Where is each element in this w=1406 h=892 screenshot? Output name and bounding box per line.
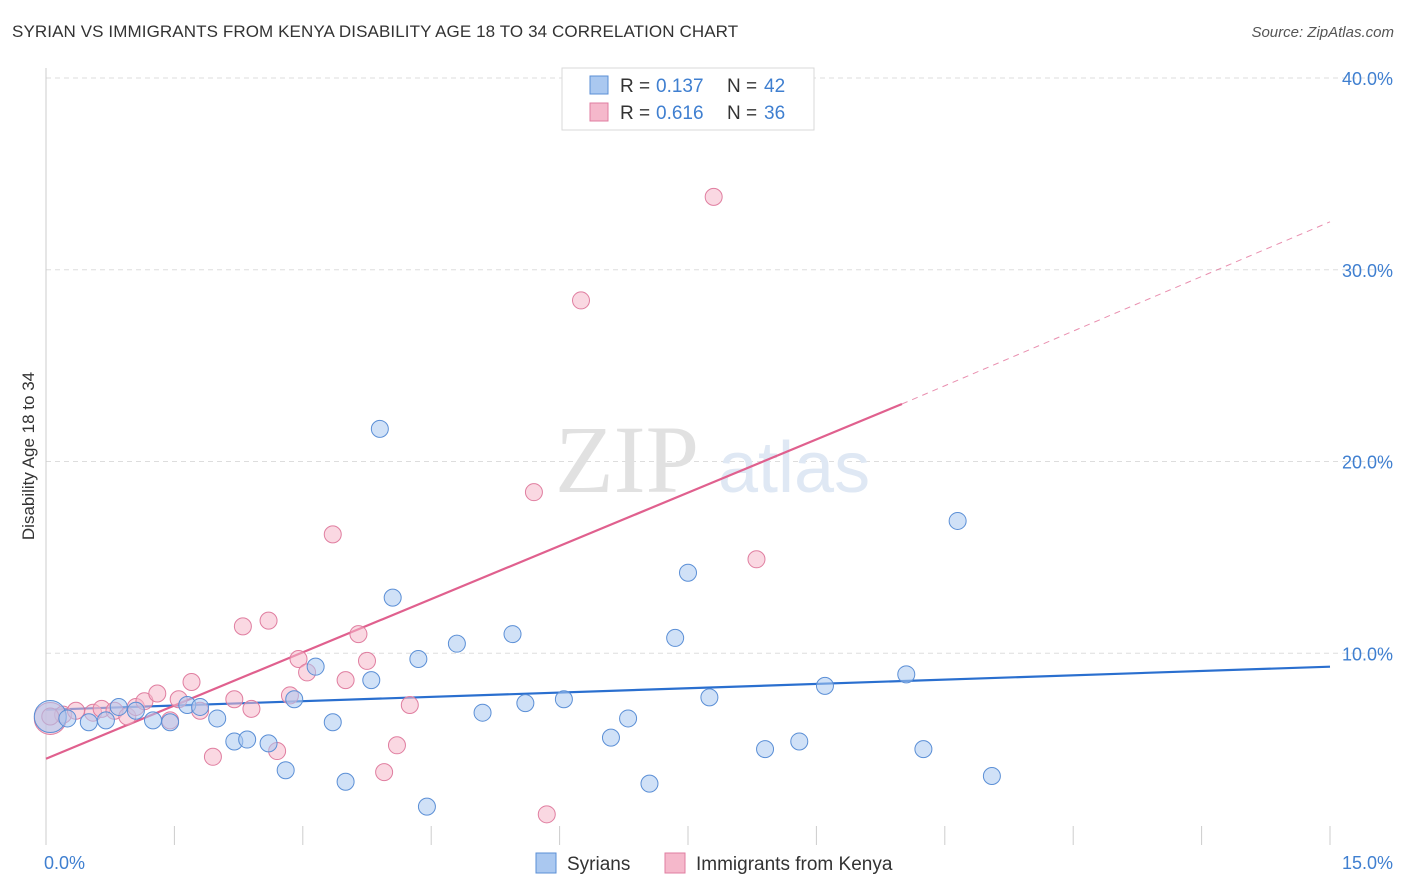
point-blue <box>756 740 775 759</box>
point-blue <box>58 709 77 728</box>
legend-n-value-syrians: 42 <box>764 76 785 97</box>
point-blue <box>679 563 697 582</box>
point-pink <box>225 690 244 709</box>
legend-n-label-syrians: N = <box>727 76 757 97</box>
point-blue <box>259 734 278 753</box>
point-blue <box>503 625 522 644</box>
point-blue <box>336 772 355 791</box>
point-pink <box>242 699 261 718</box>
point-blue <box>619 709 638 728</box>
x-tick-label: 0.0% <box>44 853 85 873</box>
point-pink <box>400 696 419 715</box>
y-tick-label: 20.0% <box>1342 453 1393 473</box>
axis-layer: 10.0% 20.0% 30.0% 40.0% 0.0% 15.0% <box>44 68 1393 873</box>
point-pink <box>289 650 308 669</box>
point-blue <box>370 419 389 438</box>
point-blue <box>276 761 295 780</box>
point-blue <box>306 657 325 676</box>
y-tick-label: 40.0% <box>1342 69 1393 89</box>
legend-box: R = 0.137 N = 42 R = 0.616 N = 36 <box>561 67 815 131</box>
point-blue <box>285 690 304 709</box>
legend-r-value-syrians: 0.137 <box>656 76 704 97</box>
point-blue <box>383 588 402 607</box>
point-pink <box>233 617 252 636</box>
point-blue <box>191 697 210 716</box>
y-tick-label: 30.0% <box>1342 261 1393 281</box>
point-pink <box>203 747 222 766</box>
bottom-legend-label-kenya: Immigrants from Kenya <box>696 854 893 875</box>
bottom-legend-label-syrians: Syrians <box>567 854 630 875</box>
point-blue <box>948 511 967 530</box>
point-blue <box>79 713 98 732</box>
point-pink <box>572 291 590 310</box>
legend-r-label-kenya: R = <box>620 103 650 124</box>
bottom-legend-swatch-kenya <box>664 852 686 874</box>
watermark-zip: ZIP <box>555 406 699 513</box>
grid-layer <box>46 77 1392 654</box>
point-pink <box>358 651 376 670</box>
point-pink <box>259 611 278 630</box>
source-label: Source: ZipAtlas.com <box>1251 24 1394 41</box>
point-blue <box>362 671 381 690</box>
y-tick-label: 10.0% <box>1342 644 1393 664</box>
point-blue <box>914 740 933 759</box>
point-blue <box>601 728 620 747</box>
point-blue <box>238 730 257 749</box>
point-pink <box>747 550 766 569</box>
points-layer <box>33 187 1001 824</box>
point-blue <box>554 690 573 709</box>
point-blue <box>96 711 115 730</box>
point-blue <box>516 694 535 713</box>
point-pink <box>387 736 406 755</box>
point-blue <box>126 701 145 720</box>
watermark: ZIP atlas <box>555 406 870 513</box>
point-pink <box>336 671 355 690</box>
legend-r-value-kenya: 0.616 <box>656 103 704 124</box>
legend-swatch-syrians <box>589 75 609 95</box>
y-axis-label: Disability Age 18 to 34 <box>19 372 38 540</box>
point-blue <box>815 676 834 695</box>
point-blue <box>447 634 466 653</box>
watermark-atlas: atlas <box>718 428 870 508</box>
point-pink <box>349 625 368 644</box>
legend-n-label-kenya: N = <box>727 103 757 124</box>
point-blue <box>700 688 719 707</box>
point-pink <box>704 187 723 206</box>
point-pink <box>148 684 167 703</box>
point-blue <box>109 697 128 716</box>
point-blue <box>409 650 428 669</box>
trend-line-blue <box>45 665 1331 711</box>
x-tick-label: 15.0% <box>1342 853 1393 873</box>
legend-r-label-syrians: R = <box>620 76 650 97</box>
point-blue <box>473 703 492 722</box>
point-blue <box>897 665 916 684</box>
point-pink <box>524 483 543 502</box>
point-blue <box>208 709 227 728</box>
point-blue <box>790 732 809 751</box>
y-axis-label-layer: Disability Age 18 to 34 <box>19 372 38 540</box>
point-blue <box>323 713 342 732</box>
point-blue <box>161 713 180 732</box>
trend-line-extension-pink <box>901 221 1331 405</box>
legend-n-value-kenya: 36 <box>764 103 785 124</box>
legend-swatch-kenya <box>589 102 609 122</box>
point-blue <box>417 797 436 816</box>
point-blue <box>144 711 162 730</box>
point-pink <box>375 763 394 782</box>
point-pink <box>323 525 342 544</box>
chart-title: SYRIAN VS IMMIGRANTS FROM KENYA DISABILI… <box>12 22 739 41</box>
point-blue <box>982 766 1001 785</box>
point-blue <box>640 774 659 793</box>
point-pink <box>182 673 201 692</box>
bottom-legend-swatch-syrians <box>535 852 557 874</box>
bottom-legend: Syrians Immigrants from Kenya <box>535 852 893 875</box>
point-pink <box>537 805 556 824</box>
point-blue <box>666 628 685 647</box>
